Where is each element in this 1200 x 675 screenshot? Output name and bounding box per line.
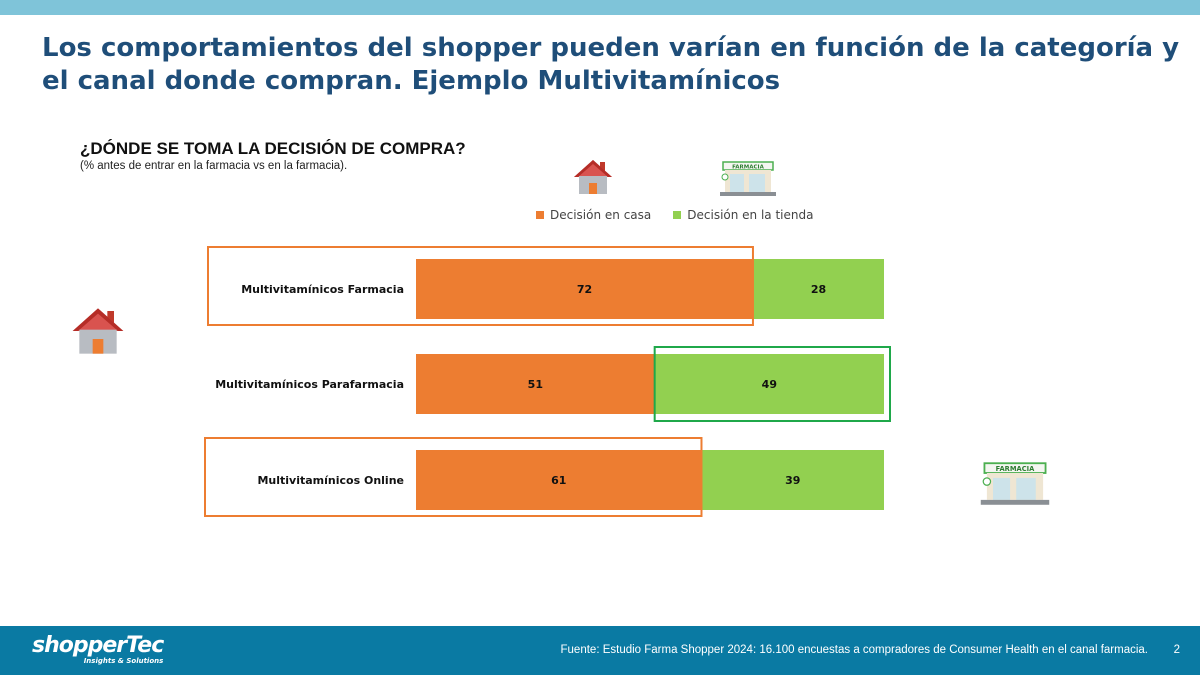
- bar-segment-home: [416, 450, 702, 510]
- data-label: 51: [528, 378, 543, 391]
- bar-segment-store: [701, 450, 884, 510]
- data-label: 72: [577, 283, 592, 296]
- data-label: 28: [811, 283, 826, 296]
- house-icon: [574, 160, 612, 194]
- bar-segment-home: [416, 354, 655, 414]
- legend-swatch-store: [673, 211, 682, 219]
- category-label: Multivitamínicos Parafarmacia: [215, 378, 404, 391]
- logo-wordmark: shopperTec: [32, 633, 164, 658]
- data-label: 61: [551, 474, 566, 487]
- page-number: 2: [1173, 644, 1180, 656]
- logo-tagline: Insights & Solutions: [83, 657, 164, 665]
- chart-subtitle: (% antes de entrar en la farmacia vs en …: [80, 160, 348, 172]
- stacked-bar-chart: Multivitamínicos Farmacia 72 28 Multivitamí…: [204, 246, 891, 517]
- legend-item-home: Decisión en casa: [536, 208, 651, 222]
- legend-item-store: Decisión en la tienda: [673, 208, 813, 222]
- chart-legend: Decisión en casa Decisión en la tienda: [536, 206, 835, 224]
- category-label: Multivitamínicos Online: [257, 474, 404, 487]
- legend-label-home: Decisión en casa: [550, 208, 652, 222]
- pharmacy-store-icon: FARMACIA: [980, 462, 1050, 505]
- highlight-frame-store: [653, 346, 891, 422]
- footer-bar: shopperTec Insights & Solutions Fuente: …: [0, 626, 1200, 675]
- pharmacy-store-icon: FARMACIA: [720, 161, 776, 196]
- chart-question: ¿DÓNDE SE TOMA LA DECISIÓN DE COMPRA?: [80, 139, 466, 158]
- legend-label-store: Decisión en la tienda: [687, 208, 814, 222]
- source-note: Fuente: Estudio Farma Shopper 2024: 16.1…: [560, 644, 1148, 656]
- bar-segment-home: [416, 259, 753, 319]
- bar-segment-store: [654, 354, 884, 414]
- data-label: 39: [785, 474, 800, 487]
- category-label: Multivitamínicos Farmacia: [241, 283, 404, 296]
- house-icon: [72, 308, 124, 354]
- store-sign-text: FARMACIA: [996, 465, 1036, 473]
- bar-segment-store: [752, 259, 884, 319]
- highlight-frame-home: [204, 437, 703, 517]
- store-sign-text: FARMACIA: [732, 165, 764, 171]
- legend-swatch-home: [536, 211, 544, 219]
- data-label: 49: [762, 378, 777, 391]
- shoppertec-logo: shopperTec Insights & Solutions: [32, 633, 164, 666]
- highlight-frame-home: [207, 246, 754, 326]
- top-accent-bar: [0, 0, 1200, 15]
- slide-title: Los comportamientos del shopper pueden v…: [42, 33, 1180, 96]
